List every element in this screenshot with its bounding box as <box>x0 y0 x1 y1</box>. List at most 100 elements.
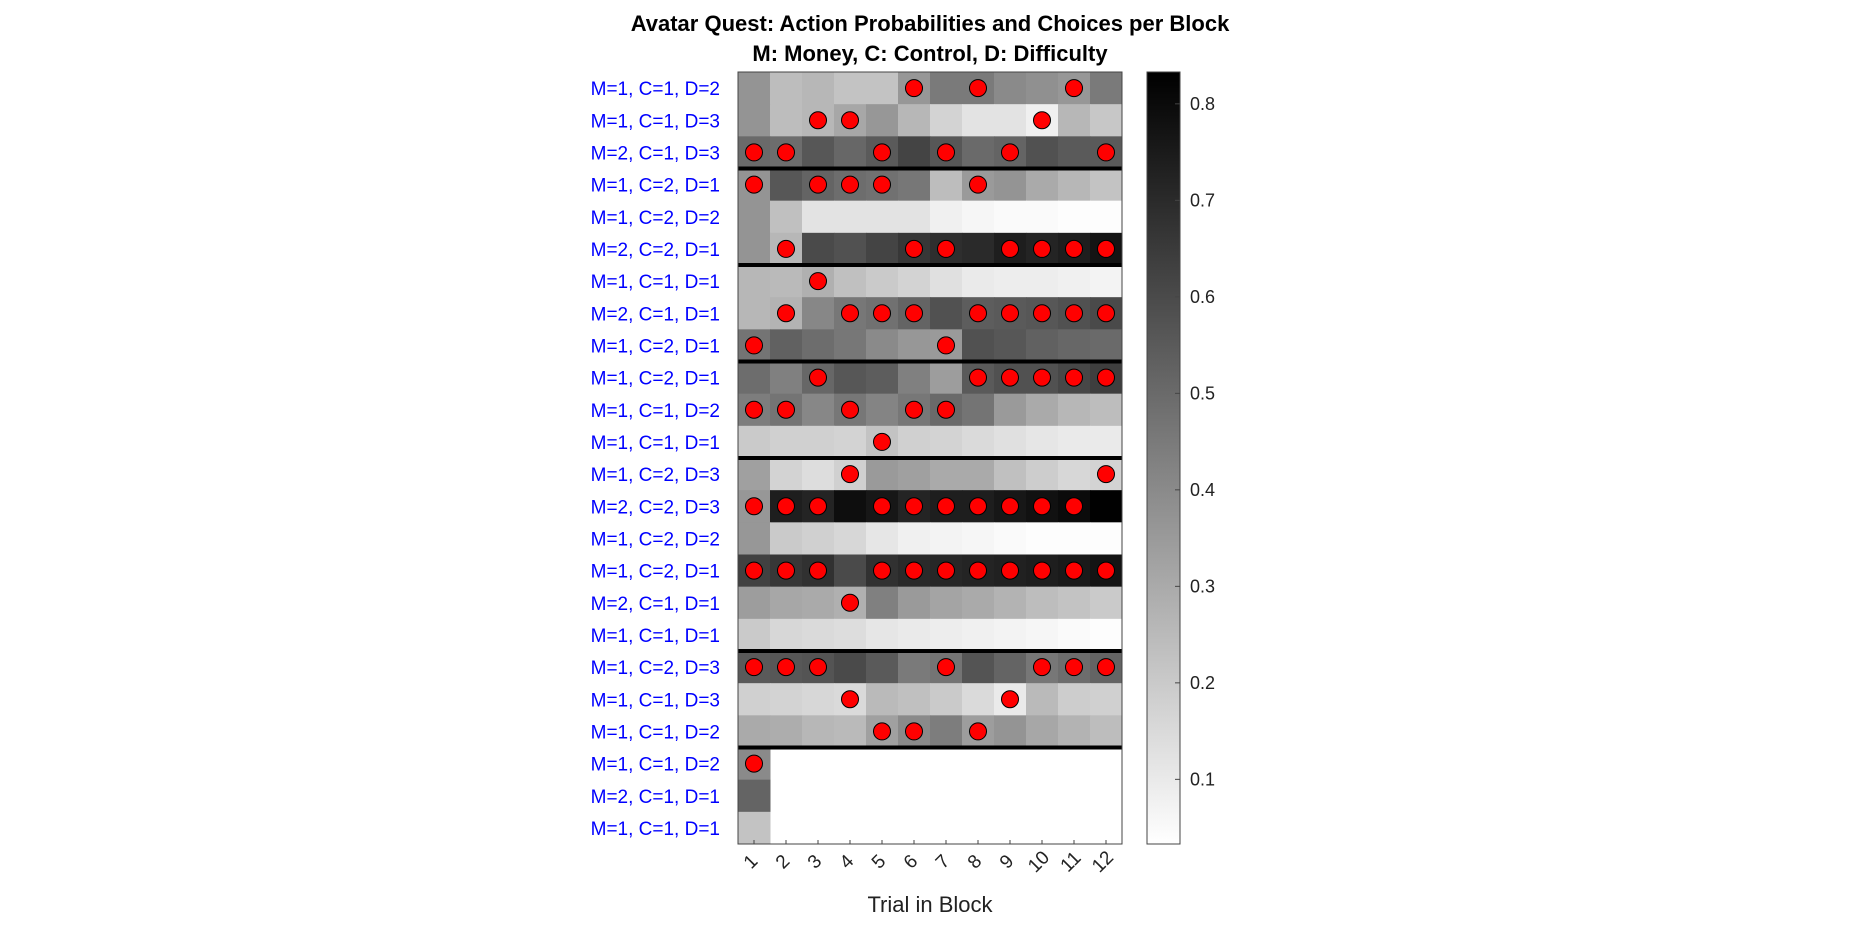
heatmap-cell <box>962 232 995 266</box>
heatmap-cell <box>1058 458 1091 491</box>
heatmap-cell <box>738 361 771 395</box>
choice-marker <box>1097 368 1115 387</box>
choice-marker <box>1097 304 1115 323</box>
choice-marker <box>969 722 987 741</box>
choice-marker <box>1065 239 1083 258</box>
heatmap-cell <box>834 651 867 684</box>
heatmap-cell <box>1058 104 1091 137</box>
choice-marker <box>1033 497 1051 516</box>
x-tick-label: 10 <box>1024 847 1054 877</box>
choice-marker <box>841 304 859 323</box>
heatmap-cell <box>1026 715 1059 748</box>
heatmap-cell <box>770 715 803 748</box>
heatmap-cell <box>802 393 835 427</box>
row-label: M=2, C=1, D=1 <box>591 304 720 325</box>
choice-marker <box>1001 690 1019 709</box>
heatmap-cell <box>834 522 867 555</box>
choice-marker <box>937 239 955 258</box>
choice-marker <box>905 400 923 419</box>
heatmap-cell <box>866 265 899 298</box>
heatmap-cell <box>802 458 835 491</box>
heatmap-cell <box>834 200 867 234</box>
choice-marker <box>809 497 827 516</box>
choice-marker <box>1065 497 1083 516</box>
heatmap-cell <box>802 715 835 748</box>
row-labels: M=1, C=1, D=2 M=1, C=1, D=3 M=2, C=1, D=3 M… <box>591 79 720 840</box>
heatmap-cell <box>834 361 867 395</box>
heatmap-cell <box>1090 522 1123 555</box>
choice-marker <box>1065 561 1083 580</box>
chart-subtitle: M: Money, C: Control, D: Difficulty <box>752 41 1108 66</box>
heatmap-cell <box>962 329 995 362</box>
heatmap-cell <box>802 618 835 652</box>
colorbar-tick-label: 0.5 <box>1190 383 1215 403</box>
heatmap-cell <box>1026 168 1059 202</box>
heatmap-cell <box>930 297 963 330</box>
heatmap-cell <box>930 618 963 652</box>
choice-marker <box>1001 368 1019 387</box>
heatmap-cell <box>1058 200 1091 234</box>
heatmap-cell <box>770 72 803 105</box>
heatmap-cell <box>898 522 931 555</box>
colorbar-tick-label: 0.4 <box>1190 480 1215 500</box>
heatmap-cell <box>898 136 931 169</box>
heatmap-cell <box>802 72 835 105</box>
heatmap-cell <box>738 72 771 105</box>
heatmap-cell <box>866 618 899 652</box>
heatmap-cell <box>802 683 835 716</box>
heatmap-cell <box>994 72 1027 105</box>
heatmap-cell <box>770 265 803 298</box>
heatmap-cell <box>866 104 899 137</box>
row-label: M=1, C=1, D=1 <box>591 819 720 840</box>
heatmap-cell <box>1026 329 1059 362</box>
choice-marker <box>905 304 923 323</box>
heatmap-cell <box>930 458 963 491</box>
heatmap-cell <box>930 425 963 459</box>
heatmap-cell <box>994 265 1027 298</box>
heatmap-cell <box>866 586 899 620</box>
choice-marker <box>841 690 859 709</box>
row-label: M=1, C=1, D=2 <box>591 401 720 422</box>
heatmap-cell <box>994 715 1027 748</box>
choice-marker <box>1065 79 1083 98</box>
heatmap-cell <box>930 200 963 234</box>
choice-marker <box>841 593 859 612</box>
row-label: M=1, C=2, D=1 <box>591 176 720 197</box>
colorbar-tick-label: 0.2 <box>1190 673 1215 693</box>
heatmap-cell <box>834 136 867 169</box>
heatmap-cell <box>770 361 803 395</box>
heatmap-cell <box>1026 586 1059 620</box>
heatmap-cell <box>1090 265 1123 298</box>
choice-marker <box>809 175 827 194</box>
x-tick-label: 5 <box>868 851 890 873</box>
x-tick-label: 12 <box>1088 847 1118 877</box>
heatmap-cell <box>994 425 1027 459</box>
colorbar: 0.1 0.2 0.3 0.4 0.5 0.6 0.7 0.8 <box>1146 71 1215 845</box>
row-label: M=1, C=1, D=1 <box>591 272 720 293</box>
heatmap-cell <box>962 425 995 459</box>
heatmap-cell <box>738 779 771 813</box>
heatmap-cell <box>738 297 771 330</box>
heatmap-cell <box>834 715 867 748</box>
heatmap-cell <box>1090 329 1123 362</box>
choice-marker <box>1065 368 1083 387</box>
heatmap-cell <box>1026 393 1059 427</box>
plot-frame <box>737 71 1123 845</box>
colorbar-tick-label: 0.8 <box>1190 94 1215 114</box>
choice-marker <box>937 336 955 355</box>
heatmap-cell <box>738 104 771 137</box>
heatmap-cell <box>770 586 803 620</box>
heatmap-cell <box>1058 522 1091 555</box>
choice-marker <box>1001 497 1019 516</box>
choice-marker <box>777 658 795 677</box>
choice-marker <box>745 754 763 773</box>
row-label: M=1, C=1, D=2 <box>591 722 720 743</box>
choice-marker <box>873 497 891 516</box>
heatmap-cell <box>802 522 835 555</box>
heatmap-cell <box>898 425 931 459</box>
heatmap-cell <box>738 683 771 716</box>
heatmap-cell <box>1058 136 1091 169</box>
heatmap-cell <box>834 425 867 459</box>
heatmap-cell <box>738 618 771 652</box>
